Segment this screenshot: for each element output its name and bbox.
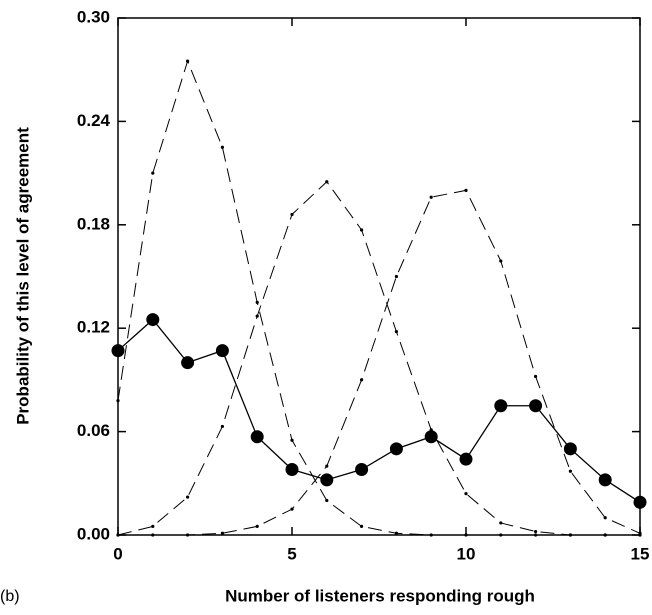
- data-point: [320, 473, 334, 487]
- small-point: [360, 524, 364, 528]
- series-line: [117, 180, 640, 536]
- x-axis-label: Number of listeners responding rough: [225, 586, 535, 605]
- x-tick-label: 15: [631, 544, 650, 563]
- series-line: [118, 189, 641, 536]
- y-tick-label: 0.12: [77, 318, 110, 337]
- x-tick-label: 0: [113, 544, 122, 563]
- small-point: [464, 533, 468, 537]
- data-point: [181, 356, 195, 370]
- small-point: [186, 59, 190, 63]
- y-tick-label: 0.30: [77, 7, 110, 26]
- small-point: [290, 212, 294, 217]
- data-point: [598, 473, 612, 487]
- x-tick-label: 10: [457, 544, 476, 563]
- small-point: [603, 516, 607, 520]
- x-tick-label: 5: [287, 544, 296, 563]
- small-point: [220, 145, 224, 149]
- y-tick-label: 0.00: [77, 524, 110, 543]
- small-point: [290, 438, 294, 442]
- data-point: [250, 430, 264, 444]
- small-point: [290, 507, 294, 511]
- small-point: [186, 533, 190, 537]
- data-point: [389, 442, 403, 456]
- series-line: [117, 59, 640, 536]
- small-point: [499, 533, 503, 537]
- data-point: [355, 463, 369, 477]
- y-tick-label: 0.24: [77, 111, 111, 130]
- small-point: [429, 195, 433, 199]
- data-point: [424, 430, 438, 444]
- small-point: [360, 228, 364, 232]
- y-tick-label: 0.18: [77, 214, 110, 233]
- small-point: [325, 464, 329, 468]
- small-point: [429, 428, 433, 432]
- small-point: [116, 533, 120, 537]
- small-point: [429, 533, 433, 537]
- data-point: [529, 399, 543, 413]
- data-point: [285, 463, 299, 477]
- small-point: [464, 492, 468, 496]
- small-point: [325, 180, 329, 184]
- small-point: [255, 524, 259, 528]
- small-point: [394, 531, 398, 535]
- data-point: [215, 344, 229, 358]
- small-point: [151, 171, 155, 175]
- data-point: [494, 399, 508, 413]
- small-point: [116, 398, 120, 403]
- small-point: [534, 529, 538, 534]
- small-point: [186, 495, 190, 499]
- data-point: [459, 452, 473, 466]
- small-point: [499, 259, 503, 263]
- y-axis-label: Probability of this level of agreement: [13, 127, 32, 425]
- panel-label: (b): [0, 588, 20, 605]
- small-point: [220, 531, 224, 535]
- small-point: [255, 314, 259, 318]
- small-point: [325, 498, 329, 503]
- data-point: [111, 344, 125, 358]
- small-point: [638, 531, 642, 535]
- small-point: [534, 374, 538, 379]
- data-point: [633, 495, 647, 509]
- small-point: [568, 533, 573, 537]
- small-point: [220, 424, 224, 429]
- small-point: [360, 378, 364, 382]
- data-point: [563, 442, 577, 456]
- small-point: [464, 188, 468, 192]
- small-point: [394, 274, 398, 279]
- series-line: [117, 318, 641, 503]
- y-tick-label: 0.06: [77, 421, 110, 440]
- small-point: [603, 533, 607, 537]
- small-point: [499, 521, 503, 525]
- small-point: [394, 330, 398, 334]
- small-point: [534, 533, 538, 537]
- small-point: [255, 300, 259, 304]
- small-point: [151, 524, 155, 528]
- data-point: [146, 313, 160, 327]
- small-point: [568, 469, 573, 473]
- plot-frame: [117, 17, 641, 536]
- small-point: [151, 533, 155, 537]
